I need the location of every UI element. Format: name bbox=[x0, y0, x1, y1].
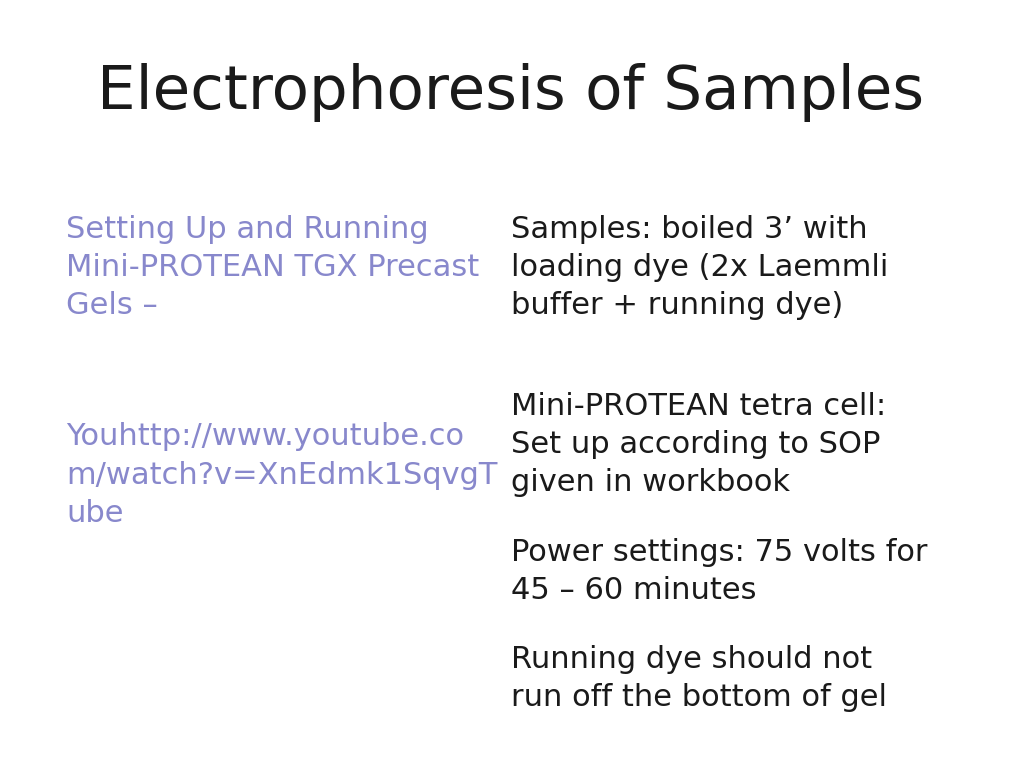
Text: Setting Up and Running
Mini-PROTEAN TGX Precast
Gels –: Setting Up and Running Mini-PROTEAN TGX … bbox=[67, 215, 479, 320]
Text: Power settings: 75 volts for
45 – 60 minutes: Power settings: 75 volts for 45 – 60 min… bbox=[511, 538, 927, 605]
Text: Youhttp://www.youtube.co
m/watch?v=XnEdmk1SqvgT
ube: Youhttp://www.youtube.co m/watch?v=XnEdm… bbox=[67, 422, 498, 528]
Text: Running dye should not
run off the bottom of gel: Running dye should not run off the botto… bbox=[511, 645, 887, 713]
Text: Samples: boiled 3’ with
loading dye (2x Laemmli
buffer + running dye): Samples: boiled 3’ with loading dye (2x … bbox=[511, 215, 888, 320]
Text: Electrophoresis of Samples: Electrophoresis of Samples bbox=[97, 63, 924, 121]
Text: Mini-PROTEAN tetra cell:
Set up according to SOP
given in workbook: Mini-PROTEAN tetra cell: Set up accordin… bbox=[511, 392, 886, 497]
